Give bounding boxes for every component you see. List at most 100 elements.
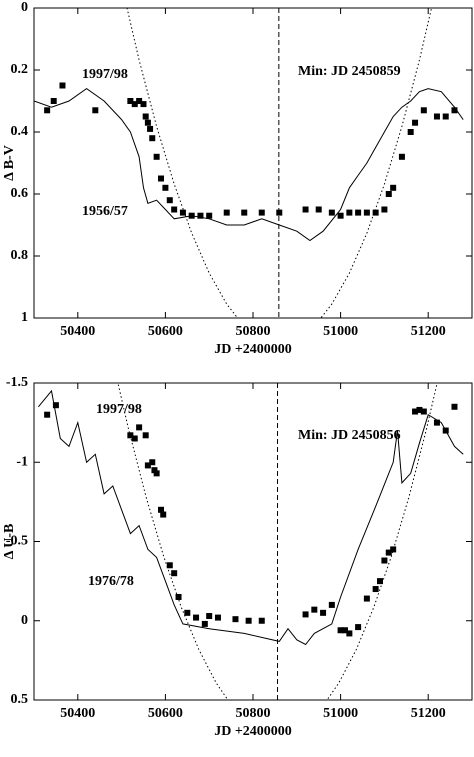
y-tick-label: -1.5 [6,375,28,390]
x-tick-label: 51000 [323,324,358,339]
data-point [407,129,414,135]
data-point [451,403,458,410]
x-axis-label: JD +2400000 [214,342,292,357]
data-point [214,614,221,621]
panel: -1.5 -1 -0.5 0 0.5 50400 50600 50800 51000 51200 J… [2,375,473,739]
data-point [311,606,318,613]
x-tick-label: 51200 [411,324,446,339]
x-tick-label: 50400 [60,324,95,339]
data-point [162,184,169,191]
fit-curve [117,383,438,700]
y-tick-label: 0 [21,613,28,628]
data-point [372,209,379,216]
series-label: 1997/98 [82,67,128,82]
data-point [127,98,134,104]
data-point [390,546,397,553]
data-point [363,595,370,602]
data-point [442,113,449,120]
panel: 0 0.2 0.4 0.6 0.8 1 50400 50600 50800 51000 51200 J… [2,0,473,357]
data-point [140,101,147,108]
plot-frame [33,382,473,701]
x-tick-label: 50400 [60,706,95,721]
data-point [346,630,353,637]
data-point [341,627,348,634]
data-point [144,119,151,126]
data-point [158,175,165,182]
data-point [420,107,427,114]
y-tick-label: 1 [21,310,28,325]
data-point [381,206,388,213]
data-point [385,191,392,197]
data-point [201,620,208,627]
data-point [276,209,283,216]
data-point [337,627,344,634]
data-point [160,511,167,518]
data-point [258,209,265,216]
x-tick-label: 50800 [236,706,271,721]
data-point [232,616,239,623]
data-point [136,98,143,104]
data-point [147,125,154,132]
minimum-label: Min: JD 2450859 [298,64,401,79]
data-point [412,119,419,126]
data-point [328,209,335,216]
data-point [149,135,156,142]
data-point [131,101,138,108]
data-point [416,406,423,413]
data-point [175,593,182,600]
comparison-curve [38,389,464,646]
data-point [398,153,405,160]
data-point [44,107,51,114]
data-point [193,614,200,621]
data-point [258,617,265,624]
data-point [363,209,370,216]
data-point [206,212,213,219]
data-point [59,82,66,89]
data-point [153,470,160,477]
data-point [197,212,204,219]
data-point [412,408,419,415]
data-point [166,562,173,569]
data-point [433,113,440,120]
data-point [153,153,160,160]
data-point [381,557,388,564]
data-point [315,206,322,213]
data-point [302,206,309,213]
data-point [245,617,252,624]
plot-area [38,383,464,700]
series-label: 1976/78 [88,574,134,589]
series-label: 1956/57 [82,204,128,219]
data-point [372,586,379,593]
data-point [142,432,149,439]
data-point [184,609,191,616]
data-point [171,206,178,213]
data-point [151,467,158,474]
y-tick-label: -1 [16,454,28,469]
x-axis-label: JD +2400000 [214,724,292,739]
data-point [337,212,344,219]
data-point [206,612,213,619]
y-tick-label: 0.2 [11,62,29,77]
plot-frame [33,7,473,319]
y-tick-label: 0 [21,0,28,15]
y-tick-label: 0.8 [11,248,29,263]
data-point [346,209,353,216]
data-point [92,107,99,114]
data-point [144,462,151,469]
data-point [377,578,384,585]
x-tick-label: 51000 [323,706,358,721]
data-point [420,408,427,415]
data-point [142,113,149,120]
x-tick-label: 51200 [411,706,446,721]
data-point [390,184,397,191]
x-tick-label: 50800 [236,324,271,339]
data-point [241,209,248,216]
data-point [158,506,165,513]
x-tick-label: 50600 [148,324,183,339]
comparison-curve [34,87,464,242]
data-point [385,549,392,556]
y-tick-label: -0.5 [6,534,28,549]
data-point [320,609,327,616]
y-tick-label: 0.4 [11,124,29,139]
data-point [451,107,458,114]
